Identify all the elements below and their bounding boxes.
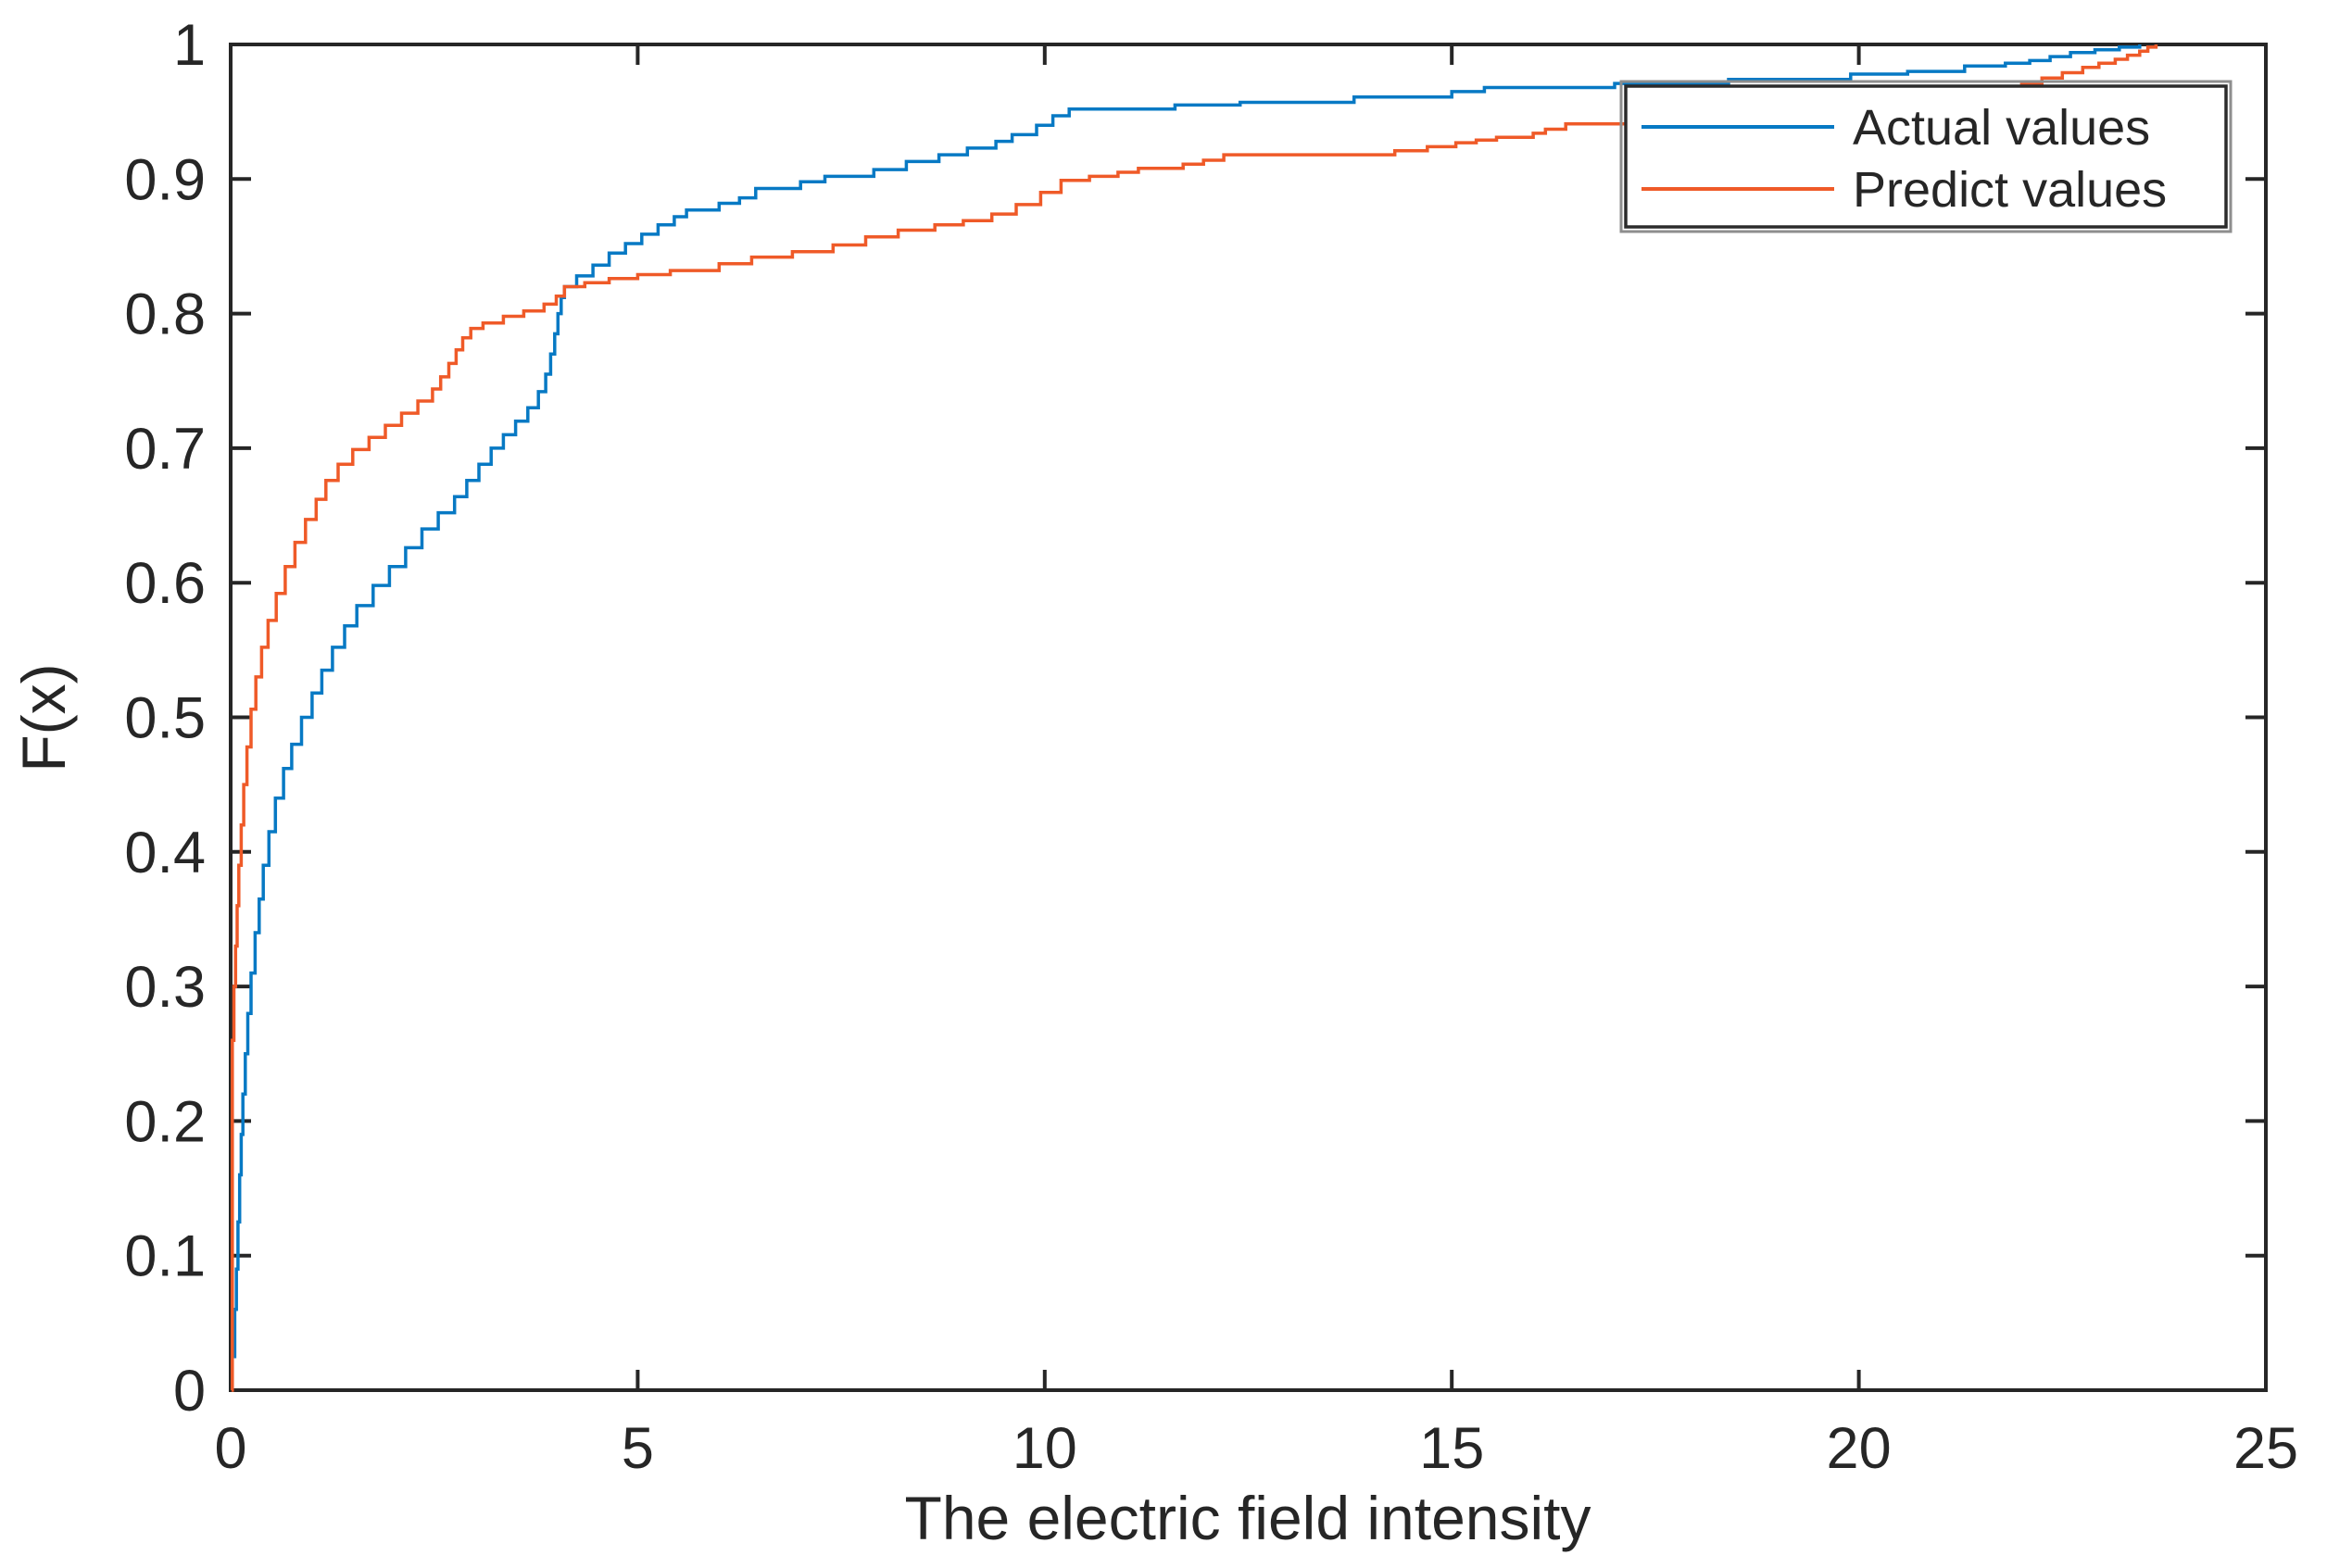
- series-lines: [231, 44, 2158, 1392]
- y-tick-label: 0.5: [124, 686, 206, 751]
- y-tick-label: 0.6: [124, 551, 206, 616]
- legend-shadow: [1619, 80, 2233, 233]
- curve-actual-values: [233, 44, 2142, 1359]
- x-axis-tick-labels: 0 5 10 15 20 25: [214, 1416, 2298, 1481]
- y-tick-label: 0: [173, 1359, 206, 1424]
- y-tick-label: 0.7: [124, 417, 206, 482]
- x-tick-label: 20: [1827, 1416, 1892, 1481]
- legend: Actual values Predict values: [1619, 80, 2233, 233]
- x-tick-label: 25: [2233, 1416, 2298, 1481]
- x-tick-label: 15: [1419, 1416, 1484, 1481]
- y-tick-label: 1: [173, 13, 206, 78]
- y-tick-label: 0.9: [124, 147, 206, 212]
- legend-label-actual: Actual values: [1853, 100, 2150, 156]
- y-tick-label: 0.2: [124, 1089, 206, 1154]
- y-tick-label: 0.8: [124, 282, 206, 347]
- y-tick-label: 0.1: [124, 1224, 206, 1289]
- legend-label-predict: Predict values: [1853, 162, 2167, 218]
- x-tick-label: 0: [214, 1416, 246, 1481]
- x-tick-label: 5: [622, 1416, 654, 1481]
- legend-box: [1624, 84, 2228, 229]
- x-tick-label: 10: [1013, 1416, 1077, 1481]
- y-axis-tick-labels: 0 0.1 0.2 0.3 0.4 0.5 0.6 0.7 0.8 0.9 1: [124, 13, 206, 1424]
- y-axis-label: F(x): [9, 663, 78, 771]
- x-axis-ticks: [229, 44, 2268, 1390]
- plot-box-border: [229, 43, 2268, 1392]
- curve-predict-values: [231, 44, 2158, 1392]
- y-tick-label: 0.3: [124, 955, 206, 1020]
- y-tick-label: 0.4: [124, 821, 206, 885]
- y-axis-ticks: [231, 43, 2266, 1392]
- x-axis-label: The electric field intensity: [905, 1484, 1591, 1552]
